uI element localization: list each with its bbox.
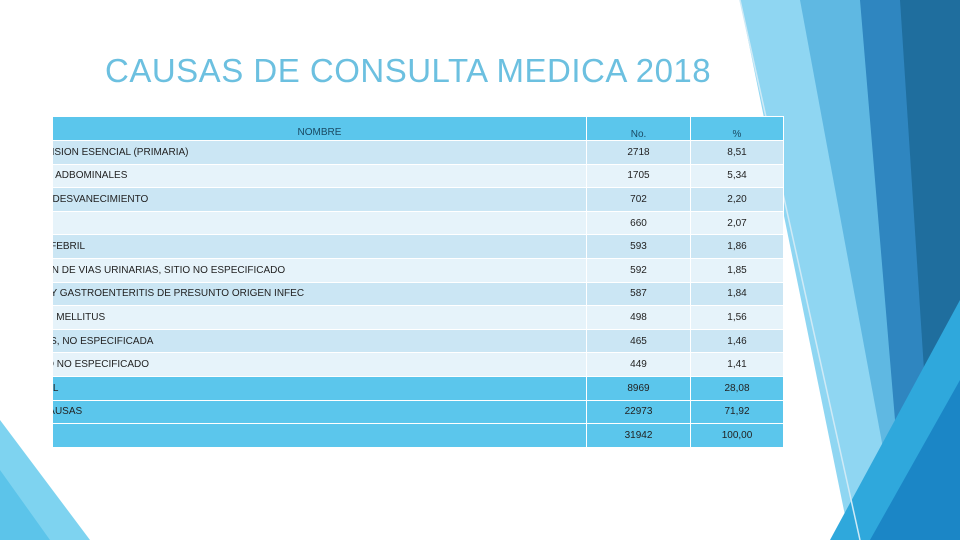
row-percent: 1,46 [690, 328, 784, 354]
left-corner-shape-inner [0, 470, 50, 540]
table-row: TOTAL31942100,00 [52, 423, 784, 448]
table-header-row: NOMBRE No. % [52, 116, 784, 141]
row-name: CUADRO FEBRIL [52, 241, 86, 253]
row-name: HIPERTENSION ESENCIAL (PRIMARIA) [54, 146, 189, 158]
page-title: CAUSAS DE CONSULTA MEDICA 2018 [105, 52, 712, 89]
row-percent: 1,41 [690, 352, 784, 377]
row-name: GASTRITIS, NO ESPECIFICADA [54, 335, 154, 347]
row-percent: 2,07 [690, 210, 784, 236]
row-percent: 28,08 [690, 375, 784, 401]
row-count: 660 [586, 210, 691, 236]
header-name: NOMBRE [52, 116, 587, 141]
accent-line [739, 0, 861, 540]
header-percent: % [690, 116, 784, 141]
row-name-cell: MAREO Y DESVANECIMIENTO [52, 187, 587, 212]
table-row: DIARREA Y GASTROENTERITIS DE PRESUNTO OR… [52, 281, 784, 307]
row-name-cell: RESTO CAUSAS [52, 399, 587, 425]
causes-table: NOMBRE No. % HIPERTENSION ESENCIAL (PRIM… [52, 116, 784, 448]
row-name: RESTO CAUSAS [54, 406, 83, 418]
row-count: 592 [586, 257, 691, 283]
right-panel-bottom-dark [870, 380, 960, 540]
row-count: 1705 [586, 163, 691, 189]
row-count: 31942 [586, 423, 691, 448]
row-name-cell: CUADRO FEBRIL [52, 234, 587, 259]
row-count: 702 [586, 187, 691, 212]
row-name-cell: SUB TOTAL [52, 375, 587, 401]
row-name-cell: DIABETES MELLITUS [52, 305, 587, 330]
row-name: LUMBAGO NO ESPECIFICADO [54, 359, 150, 371]
row-percent: 2,20 [690, 187, 784, 212]
row-name: SUB TOTAL [52, 382, 59, 394]
row-percent: 1,86 [690, 234, 784, 259]
row-count: 22973 [586, 399, 691, 425]
row-name-cell: HIPERTENSION ESENCIAL (PRIMARIA) [52, 140, 587, 165]
row-percent: 100,00 [690, 423, 784, 448]
row-percent: 5,34 [690, 163, 784, 189]
row-count: 465 [586, 328, 691, 354]
row-name: DIABETES MELLITUS [54, 311, 106, 323]
row-name-cell: GASTRITIS, NO ESPECIFICADA [52, 328, 587, 354]
row-name-cell: CEFALEA [52, 210, 587, 236]
row-count: 449 [586, 352, 691, 377]
table-row: CEFALEA6602,07 [52, 210, 784, 236]
header-count: No. [586, 116, 691, 141]
row-name: INFECCION DE VIAS URINARIAS, SITIO NO ES… [54, 264, 286, 276]
row-percent: 1,84 [690, 281, 784, 307]
row-count: 593 [586, 234, 691, 259]
row-percent: 1,56 [690, 305, 784, 330]
table-row: INFECCION DE VIAS URINARIAS, SITIO NO ES… [52, 257, 784, 283]
row-name-cell: INFECCION DE VIAS URINARIAS, SITIO NO ES… [52, 257, 587, 283]
row-count: 8969 [586, 375, 691, 401]
row-name-cell: TOTAL [52, 423, 587, 448]
row-name-cell: DOLORES ADBOMINALES [52, 163, 587, 189]
row-count: 498 [586, 305, 691, 330]
row-name: DOLORES ADBOMINALES [54, 170, 128, 182]
row-count: 2718 [586, 140, 691, 165]
row-name-cell: DIARREA Y GASTROENTERITIS DE PRESUNTO OR… [52, 281, 587, 307]
row-count: 587 [586, 281, 691, 307]
row-name-cell: LUMBAGO NO ESPECIFICADO [52, 352, 587, 377]
row-name: MAREO Y DESVANECIMIENTO [52, 193, 149, 205]
row-percent: 8,51 [690, 140, 784, 165]
row-percent: 1,85 [690, 257, 784, 283]
row-name: DIARREA Y GASTROENTERITIS DE PRESUNTO OR… [54, 288, 305, 300]
row-percent: 71,92 [690, 399, 784, 425]
